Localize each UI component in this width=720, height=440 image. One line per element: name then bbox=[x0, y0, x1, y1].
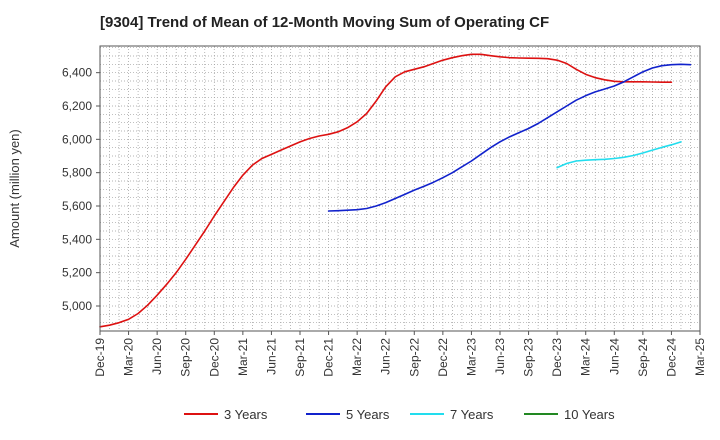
y-tick-label: 5,000 bbox=[62, 299, 92, 313]
x-tick-label: Mar-23 bbox=[464, 338, 478, 376]
x-tick-label: Mar-20 bbox=[122, 338, 136, 376]
y-axis-ticks: 5,000 5,200 5,400 5,600 5,800 6,000 6,200 6,400 bbox=[62, 66, 100, 313]
x-tick-label: Dec-19 bbox=[93, 338, 107, 377]
y-tick-label: 6,200 bbox=[62, 99, 92, 113]
x-tick-label: Dec-21 bbox=[322, 338, 336, 377]
series-line-1 bbox=[99, 53, 673, 328]
series-line-3 bbox=[556, 141, 682, 169]
x-tick-label: Jun-20 bbox=[150, 338, 164, 375]
series-layer bbox=[99, 53, 692, 328]
series-line-2 bbox=[327, 63, 692, 212]
x-tick-label: Jun-21 bbox=[264, 338, 278, 375]
x-tick-label: Sep-23 bbox=[522, 338, 536, 377]
x-tick-label: Dec-23 bbox=[550, 338, 564, 377]
x-tick-label: Mar-21 bbox=[236, 338, 250, 376]
x-tick-label: Dec-24 bbox=[664, 338, 678, 377]
x-tick-label: Sep-20 bbox=[179, 338, 193, 377]
y-tick-label: 5,400 bbox=[62, 232, 92, 246]
grid-layer bbox=[100, 46, 700, 332]
x-tick-label: Dec-22 bbox=[436, 338, 450, 377]
x-tick-label: Jun-23 bbox=[493, 338, 507, 375]
x-tick-label: Sep-24 bbox=[636, 338, 650, 377]
x-tick-label: Dec-20 bbox=[207, 338, 221, 377]
y-tick-label: 5,200 bbox=[62, 266, 92, 280]
x-tick-label: Jun-24 bbox=[607, 338, 621, 375]
y-axis-label: Amount (million yen) bbox=[7, 129, 22, 248]
legend-label-1: 3 Years bbox=[224, 407, 268, 422]
x-tick-label: Mar-22 bbox=[350, 338, 364, 376]
legend-label-4: 10 Years bbox=[564, 407, 615, 422]
x-tick-label: Sep-22 bbox=[407, 338, 421, 377]
y-tick-label: 6,000 bbox=[62, 132, 92, 146]
y-tick-label: 5,600 bbox=[62, 199, 92, 213]
chart-title: [9304] Trend of Mean of 12-Month Moving … bbox=[100, 14, 549, 31]
y-tick-label: 6,400 bbox=[62, 66, 92, 80]
legend-label-3: 7 Years bbox=[450, 407, 494, 422]
x-axis-ticks: Dec-19 Mar-20 Jun-20 Sep-20 Dec-20 Mar-21 Jun-… bbox=[93, 331, 707, 377]
x-tick-label: Sep-21 bbox=[293, 338, 307, 377]
legend: 3 Years 5 Years 7 Years 10 Years bbox=[184, 407, 615, 422]
plot-area-border bbox=[99, 45, 701, 332]
x-tick-label: Jun-22 bbox=[379, 338, 393, 375]
legend-label-2: 5 Years bbox=[346, 407, 390, 422]
y-tick-label: 5,800 bbox=[62, 166, 92, 180]
x-tick-label: Mar-25 bbox=[693, 338, 707, 376]
x-tick-label: Mar-24 bbox=[579, 338, 593, 376]
